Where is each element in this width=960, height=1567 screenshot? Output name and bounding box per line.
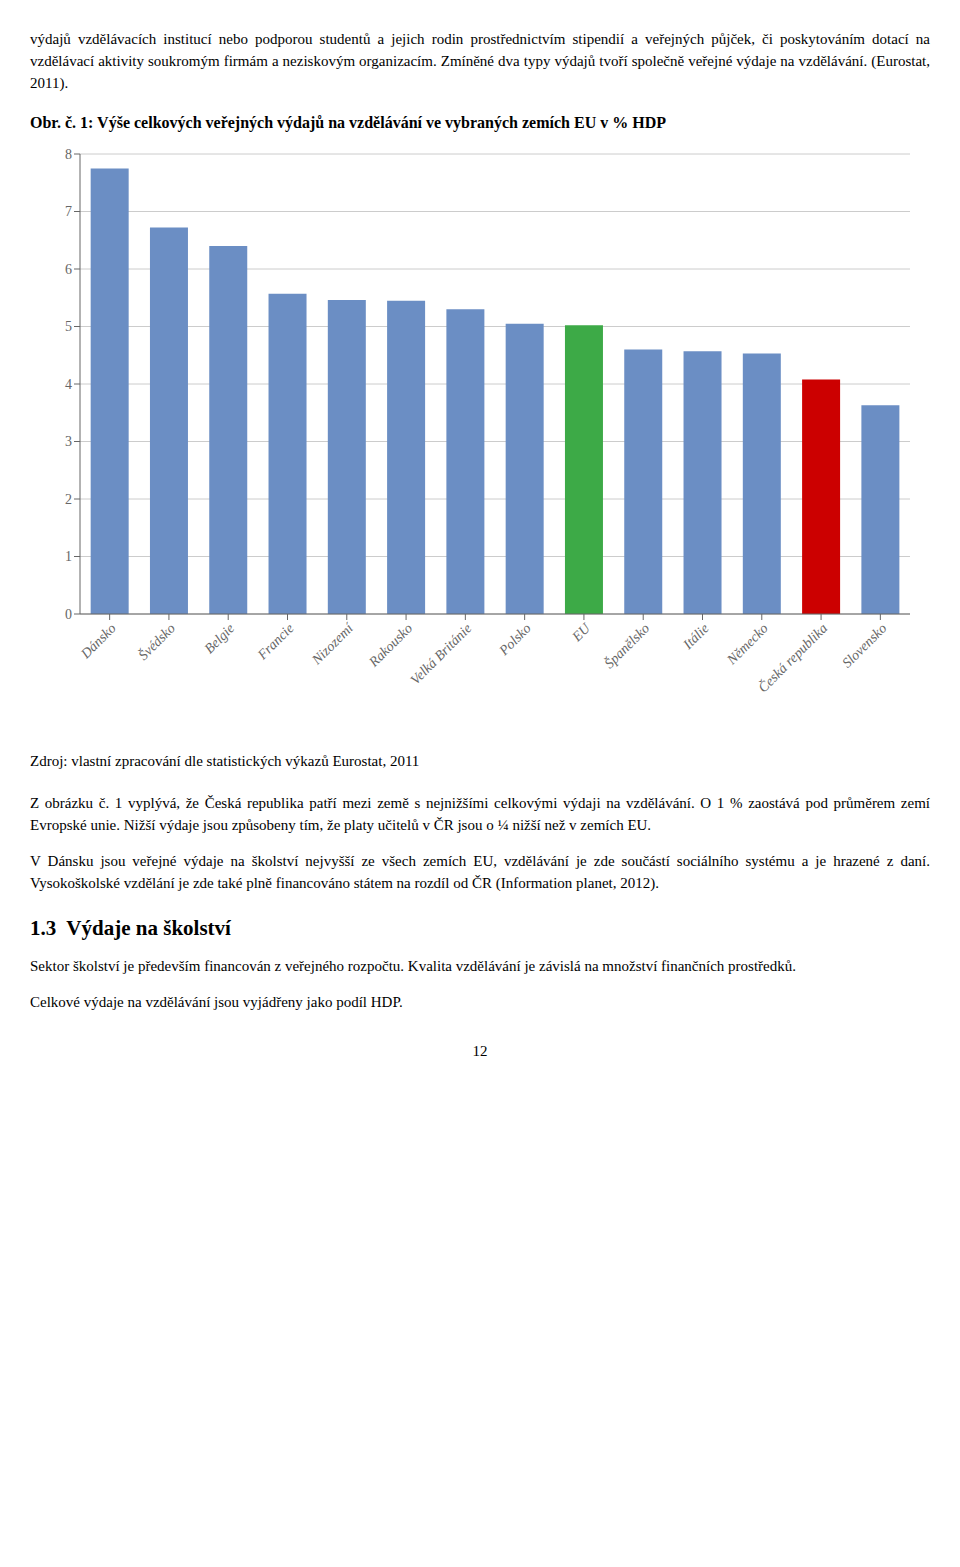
svg-text:Francie: Francie	[254, 621, 297, 664]
svg-text:Rakousko: Rakousko	[365, 621, 415, 671]
svg-text:Itálie: Itálie	[679, 621, 711, 653]
html-text:12: 12	[472, 1043, 488, 1059]
svg-text:0: 0	[65, 607, 72, 622]
svg-text:Německo: Německo	[723, 621, 771, 669]
svg-text:Velká Británie: Velká Británie	[408, 621, 475, 688]
html-text:Sektor školství je především f: Sektor školství je především financován …	[30, 958, 796, 974]
svg-text:4: 4	[65, 377, 72, 392]
svg-text:8: 8	[65, 147, 72, 162]
svg-text:EU: EU	[569, 620, 594, 645]
svg-text:Belgie: Belgie	[201, 621, 237, 657]
svg-text:Dánsko: Dánsko	[77, 621, 119, 663]
svg-text:Španělsko: Španělsko	[601, 620, 652, 671]
svg-text:7: 7	[65, 204, 72, 219]
svg-text:3: 3	[65, 434, 72, 449]
html-text:Celkové výdaje na vzdělávání j: Celkové výdaje na vzdělávání jsou vyjádř…	[30, 994, 403, 1010]
svg-text:Česká republika: Česká republika	[755, 620, 831, 696]
html-text:výdajů vzdělávacích institucí: výdajů vzdělávacích institucí nebo podpo…	[30, 31, 930, 91]
svg-text:5: 5	[65, 319, 72, 334]
html-text:Zdroj: vlastní zpracování dle: Zdroj: vlastní zpracování dle statistick…	[30, 753, 420, 769]
svg-text:1: 1	[65, 549, 72, 564]
svg-text:6: 6	[65, 262, 72, 277]
html-text:V Dánsku jsou veřejné výdaje n: V Dánsku jsou veřejné výdaje na školství…	[30, 853, 930, 891]
svg-text:2: 2	[65, 492, 72, 507]
html-text:Obr. č. 1: Výše celkových veře: Obr. č. 1: Výše celkových veřejných výda…	[30, 114, 666, 131]
html-text:Z obrázku č. 1 vyplývá, že Čes: Z obrázku č. 1 vyplývá, že Česká republi…	[30, 795, 930, 833]
svg-text:Polsko: Polsko	[496, 621, 534, 659]
svg-text:Slovensko: Slovensko	[839, 621, 889, 671]
svg-text:Nizozemí: Nizozemí	[308, 620, 356, 668]
svg-text:Švédsko: Švédsko	[135, 620, 178, 663]
html-text:1.3 Výdaje na školství: 1.3 Výdaje na školství	[30, 916, 231, 940]
